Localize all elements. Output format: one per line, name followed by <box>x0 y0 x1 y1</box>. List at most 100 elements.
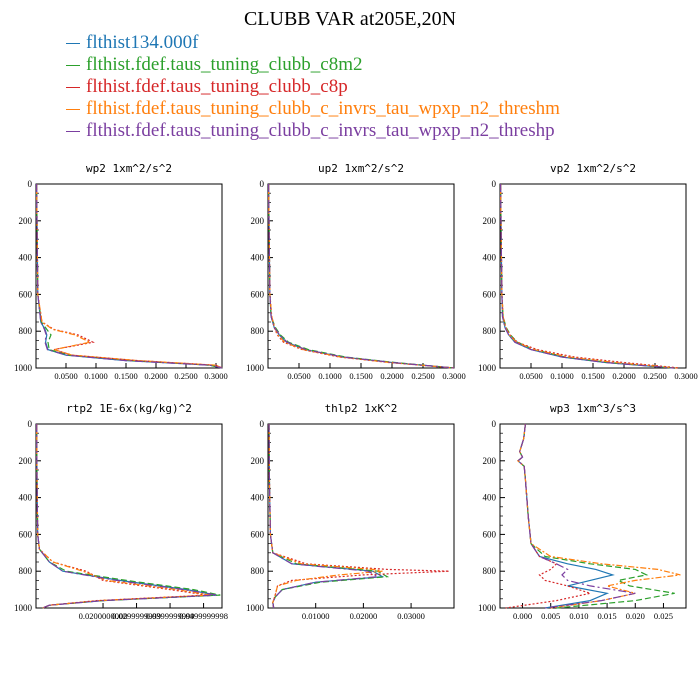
y-tick-label: 400 <box>251 253 265 263</box>
legend-label: flthist.fdef.taus_tuning_clubb_c_invrs_t… <box>86 120 555 141</box>
legend-item: flthist.fdef.taus_tuning_clubb_c_invrs_t… <box>64 98 560 120</box>
series-line <box>500 183 674 369</box>
series-line <box>268 183 455 369</box>
series-line <box>500 183 674 369</box>
y-tick-label: 600 <box>19 529 33 539</box>
x-tick-label: 0.1000 <box>318 371 341 381</box>
plot-frame <box>499 183 687 369</box>
x-tick-label: 0.010 <box>569 611 588 621</box>
series-line <box>36 183 223 369</box>
series-line <box>268 183 455 369</box>
x-tick-label: 0.2500 <box>174 371 197 381</box>
y-tick-label: 800 <box>19 566 33 576</box>
x-tick-label: 0.000 <box>513 611 532 621</box>
y-tick-label: 400 <box>251 493 265 503</box>
x-tick-label: 0.1500 <box>349 371 372 381</box>
x-tick-label: 0.02000 <box>350 611 378 621</box>
x-tick-label: 0.005 <box>541 611 560 621</box>
y-tick-label: 1000 <box>14 603 33 613</box>
x-tick-label: 0.0399999999 <box>146 611 195 621</box>
y-tick-label: 800 <box>483 566 497 576</box>
x-tick-label: 0.0299999999 <box>112 611 161 621</box>
y-tick-label: 400 <box>483 493 497 503</box>
legend-swatch-icon <box>66 87 80 89</box>
y-tick-label: 1000 <box>246 603 265 613</box>
series-line <box>517 423 636 609</box>
x-tick-label: 0.3000 <box>674 371 697 381</box>
series-line <box>517 423 681 609</box>
series-line <box>268 423 390 609</box>
series-line <box>36 423 221 609</box>
panel-title: wp3 1xm^3/s^3 <box>550 402 636 415</box>
chart-panel: vp2 1xm^2/s^2 0 200 400 600 800 1000 0.0500 0.10… <box>478 162 698 381</box>
series-line <box>500 183 677 369</box>
legend-label: flthist.fdef.taus_tuning_clubb_c8p <box>86 76 348 97</box>
x-tick-label: 0.2000 <box>144 371 167 381</box>
y-tick-label: 200 <box>251 456 265 466</box>
legend-label: flthist.fdef.taus_tuning_clubb_c8m2 <box>86 54 363 75</box>
plot-frame <box>267 183 455 369</box>
series-line <box>36 183 223 369</box>
legend-swatch-icon <box>66 131 80 133</box>
y-tick-label: 200 <box>19 456 33 466</box>
x-tick-label: 0.03000 <box>397 611 425 621</box>
y-tick-label: 400 <box>19 253 33 263</box>
y-tick-label: 600 <box>251 289 265 299</box>
chart-panel: rtp2 1E-6x(kg/kg)^2 0 200 400 600 800 1000 0.02… <box>14 402 228 621</box>
legend-item: flthist.fdef.taus_tuning_clubb_c_invrs_t… <box>64 120 560 142</box>
chart-panel: thlp2 1xK^2 0 200 400 600 800 1000 0.01000 0.020… <box>246 402 455 621</box>
legend-item: flthist.fdef.taus_tuning_clubb_c8p <box>64 76 560 98</box>
series-line <box>268 423 380 609</box>
y-tick-label: 0 <box>492 419 497 429</box>
legend-swatch-icon <box>66 43 80 45</box>
chart-panel: up2 1xm^2/s^2 0 200 400 600 800 1000 0.0500 0.10… <box>246 162 466 381</box>
y-tick-label: 200 <box>19 216 33 226</box>
x-tick-label: 0.2000 <box>612 371 635 381</box>
x-tick-label: 0.2500 <box>643 371 666 381</box>
plot-frame <box>35 423 223 609</box>
y-tick-label: 800 <box>19 326 33 336</box>
y-tick-label: 1000 <box>246 363 265 373</box>
series-line <box>268 183 455 369</box>
x-tick-label: 0.025 <box>654 611 673 621</box>
chart-panel: wp3 1xm^3/s^3 0 200 400 600 800 1000 0.000 0.005… <box>478 402 687 621</box>
plot-frame <box>35 183 223 369</box>
series-line <box>517 423 675 609</box>
chart-panel: wp2 1xm^2/s^2 0 200 400 600 800 1000 0.0500 0.10… <box>14 162 228 381</box>
legend-item: flthist134.000f <box>64 32 560 54</box>
legend-label: flthist.fdef.taus_tuning_clubb_c_invrs_t… <box>86 98 560 119</box>
series-line <box>268 423 383 609</box>
x-tick-label: 0.3000 <box>442 371 465 381</box>
y-tick-label: 1000 <box>14 363 33 373</box>
y-tick-label: 600 <box>483 529 497 539</box>
legend-swatch-icon <box>66 109 80 111</box>
panel-title: rtp2 1E-6x(kg/kg)^2 <box>66 402 192 415</box>
x-tick-label: 0.0500 <box>519 371 542 381</box>
y-tick-label: 0 <box>28 419 33 429</box>
x-tick-label: 0.0499999998 <box>179 611 228 621</box>
y-tick-label: 0 <box>492 179 497 189</box>
series-line <box>36 183 223 369</box>
legend-label: flthist134.000f <box>86 32 199 53</box>
series-line <box>500 183 680 369</box>
y-tick-label: 600 <box>19 289 33 299</box>
y-tick-label: 0 <box>260 179 265 189</box>
panel-title: thlp2 1xK^2 <box>325 402 398 415</box>
series-line <box>500 183 674 369</box>
x-tick-label: 0.0500 <box>287 371 310 381</box>
legend: flthist134.000f flthist.fdef.taus_tuning… <box>64 32 560 142</box>
legend-item: flthist.fdef.taus_tuning_clubb_c8m2 <box>64 54 560 76</box>
series-line <box>36 183 223 369</box>
series-line <box>36 423 218 609</box>
x-tick-label: 0.0200000000 <box>79 611 128 621</box>
y-tick-label: 200 <box>251 216 265 226</box>
y-tick-label: 800 <box>483 326 497 336</box>
x-tick-label: 0.1500 <box>581 371 604 381</box>
x-tick-label: 0.3000 <box>204 371 227 381</box>
x-tick-label: 0.015 <box>598 611 617 621</box>
series-line <box>268 183 455 369</box>
y-tick-label: 1000 <box>478 363 497 373</box>
panel-title: wp2 1xm^2/s^2 <box>86 162 172 175</box>
